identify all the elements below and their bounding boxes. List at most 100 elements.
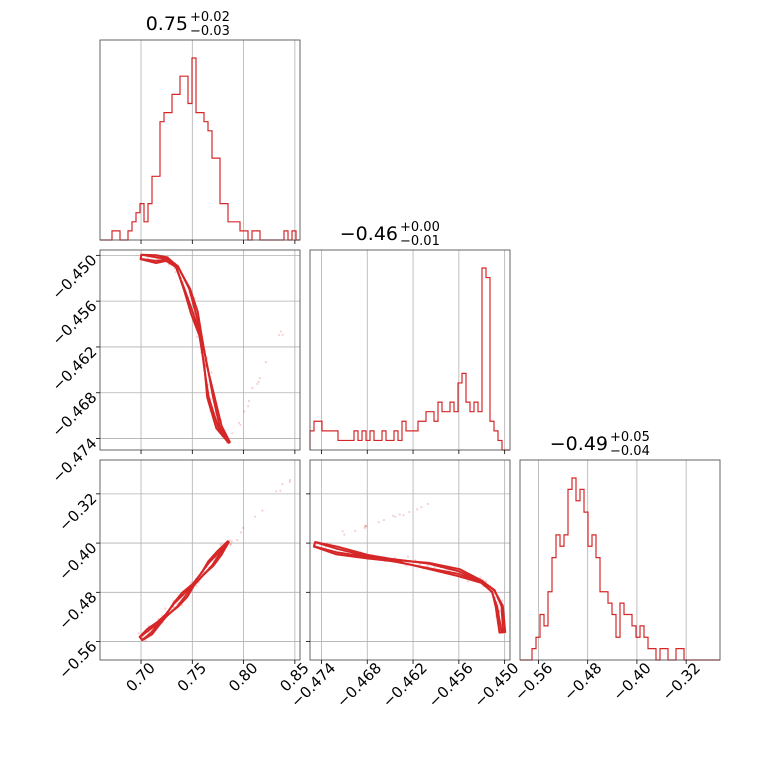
sample-point-p1-p3 <box>254 515 257 518</box>
sample-point-p1-p2 <box>279 330 282 333</box>
sample-point-p1-p3 <box>275 490 278 493</box>
sample-point-p2-p3 <box>363 526 366 530</box>
param-title-plus: +0.02 <box>190 10 230 25</box>
sample-point-p1-p3 <box>219 543 222 546</box>
tick-layer <box>96 240 687 664</box>
contour-p1-p3-level-1 <box>138 540 230 641</box>
sample-point-p1-p2 <box>257 380 260 383</box>
sample-point-p2-p3 <box>393 556 396 559</box>
histogram-1 <box>309 267 510 451</box>
sample-point-p2-p3 <box>498 610 501 613</box>
grid-layer <box>100 40 687 660</box>
y-tick-label: −0.474 <box>49 434 101 486</box>
text-layer: 0.70 0.75 0.80 0.85−0.474−0.468−0.462−0.456… <box>49 10 704 711</box>
x-tick-label: −0.32 <box>659 659 704 704</box>
sample-point-p1-p3 <box>229 543 232 547</box>
sample-point-p1-p2 <box>247 405 250 408</box>
sample-point-p1-p3 <box>288 479 292 482</box>
param-title-median: −0.46 <box>340 223 398 245</box>
sample-point-p1-p3 <box>281 483 284 486</box>
sample-point-p1-p3 <box>261 509 264 512</box>
sample-point-p2-p3 <box>466 580 469 583</box>
x-tick-label: 0.80 <box>225 659 261 695</box>
sample-point-p1-p2 <box>238 421 241 424</box>
sample-point-p2-p3 <box>343 533 346 536</box>
frame-layer <box>99 39 721 661</box>
sample-point-p1-p3 <box>230 540 233 543</box>
panel-frame-2-1 <box>309 459 511 661</box>
sample-point-p2-p3 <box>402 514 405 517</box>
histogram-2 <box>520 477 720 661</box>
y-tick-label: −0.48 <box>55 588 100 633</box>
sample-point-p2-p3 <box>398 513 401 516</box>
y-tick-label: −0.468 <box>49 389 101 441</box>
x-tick-label: −0.450 <box>470 659 522 711</box>
sample-point-p1-p2 <box>264 361 267 364</box>
sample-point-p2-p3 <box>408 510 411 514</box>
sample-point-p2-p3 <box>354 529 357 533</box>
y-tick-label: −0.462 <box>49 343 101 395</box>
param-title-minus: −0.01 <box>400 234 440 249</box>
sample-point-p1-p2 <box>278 334 281 337</box>
sample-point-p2-p3 <box>377 521 380 524</box>
sample-point-p1-p3 <box>164 607 167 610</box>
sample-point-p2-p3 <box>433 565 436 569</box>
sample-point-p2-p3 <box>426 502 429 505</box>
x-tick-label: 0.70 <box>122 659 158 695</box>
x-tick-label: −0.456 <box>425 659 477 711</box>
panel-frame-0-0 <box>99 39 301 241</box>
sample-point-p2-p3 <box>407 555 410 558</box>
contour-p2-p3-level-1 <box>313 541 505 634</box>
sample-point-p2-p3 <box>405 564 408 568</box>
sample-point-p2-p3 <box>501 599 504 602</box>
sample-point-p1-p2 <box>210 371 213 374</box>
param-title-minus: −0.03 <box>190 24 230 39</box>
x-tick-label: 0.75 <box>174 659 210 695</box>
x-tick-label: −0.462 <box>379 659 431 711</box>
contour-p2-p3-level-0 <box>313 541 507 634</box>
sample-point-p1-p3 <box>189 581 192 584</box>
sample-point-p1-p2 <box>231 432 234 435</box>
sample-point-p1-p2 <box>174 270 177 274</box>
y-tick-label: −0.32 <box>55 490 100 535</box>
x-tick-label: −0.468 <box>333 659 385 711</box>
sample-point-p1-p3 <box>229 542 233 546</box>
contour-p1-p2-level-1 <box>139 253 231 444</box>
x-tick-label: −0.40 <box>610 659 655 704</box>
param-title-plus: +0.05 <box>610 430 650 445</box>
x-tick-label: −0.48 <box>560 659 605 704</box>
y-tick-label: −0.450 <box>49 251 101 303</box>
data-layer <box>100 57 720 661</box>
sample-point-p1-p2 <box>281 333 284 336</box>
sample-point-p1-p2 <box>256 382 259 385</box>
sample-point-p1-p2 <box>243 410 246 413</box>
sample-point-p2-p3 <box>341 530 344 533</box>
sample-point-p2-p3 <box>382 518 386 522</box>
sample-point-p1-p3 <box>279 489 282 492</box>
sample-point-p2-p3 <box>416 508 419 511</box>
sample-point-p2-p3 <box>479 576 482 579</box>
sample-point-p2-p3 <box>427 565 430 568</box>
param-title-minus: −0.04 <box>610 444 650 459</box>
sample-point-p1-p2 <box>239 423 242 426</box>
sample-point-p1-p2 <box>251 386 254 389</box>
sample-point-p1-p3 <box>236 538 239 542</box>
sample-point-p1-p3 <box>240 531 243 534</box>
sample-point-p2-p3 <box>392 514 395 517</box>
sample-point-p1-p3 <box>137 632 140 635</box>
y-tick-label: −0.456 <box>49 297 101 349</box>
sample-point-p1-p3 <box>288 480 291 483</box>
sample-point-p2-p3 <box>420 506 423 509</box>
sample-point-p1-p3 <box>242 526 245 530</box>
y-tick-label: −0.56 <box>55 637 100 682</box>
sample-point-p1-p3 <box>144 639 147 643</box>
panel-frame-1-1 <box>309 249 511 451</box>
sample-point-p1-p2 <box>196 335 199 338</box>
param-title-plus: +0.00 <box>400 220 440 235</box>
sample-point-p2-p3 <box>485 580 488 583</box>
sample-point-p1-p2 <box>247 399 251 403</box>
y-tick-label: −0.40 <box>55 539 100 584</box>
histogram-0 <box>100 57 300 241</box>
panel-frame-1-0 <box>99 249 301 451</box>
